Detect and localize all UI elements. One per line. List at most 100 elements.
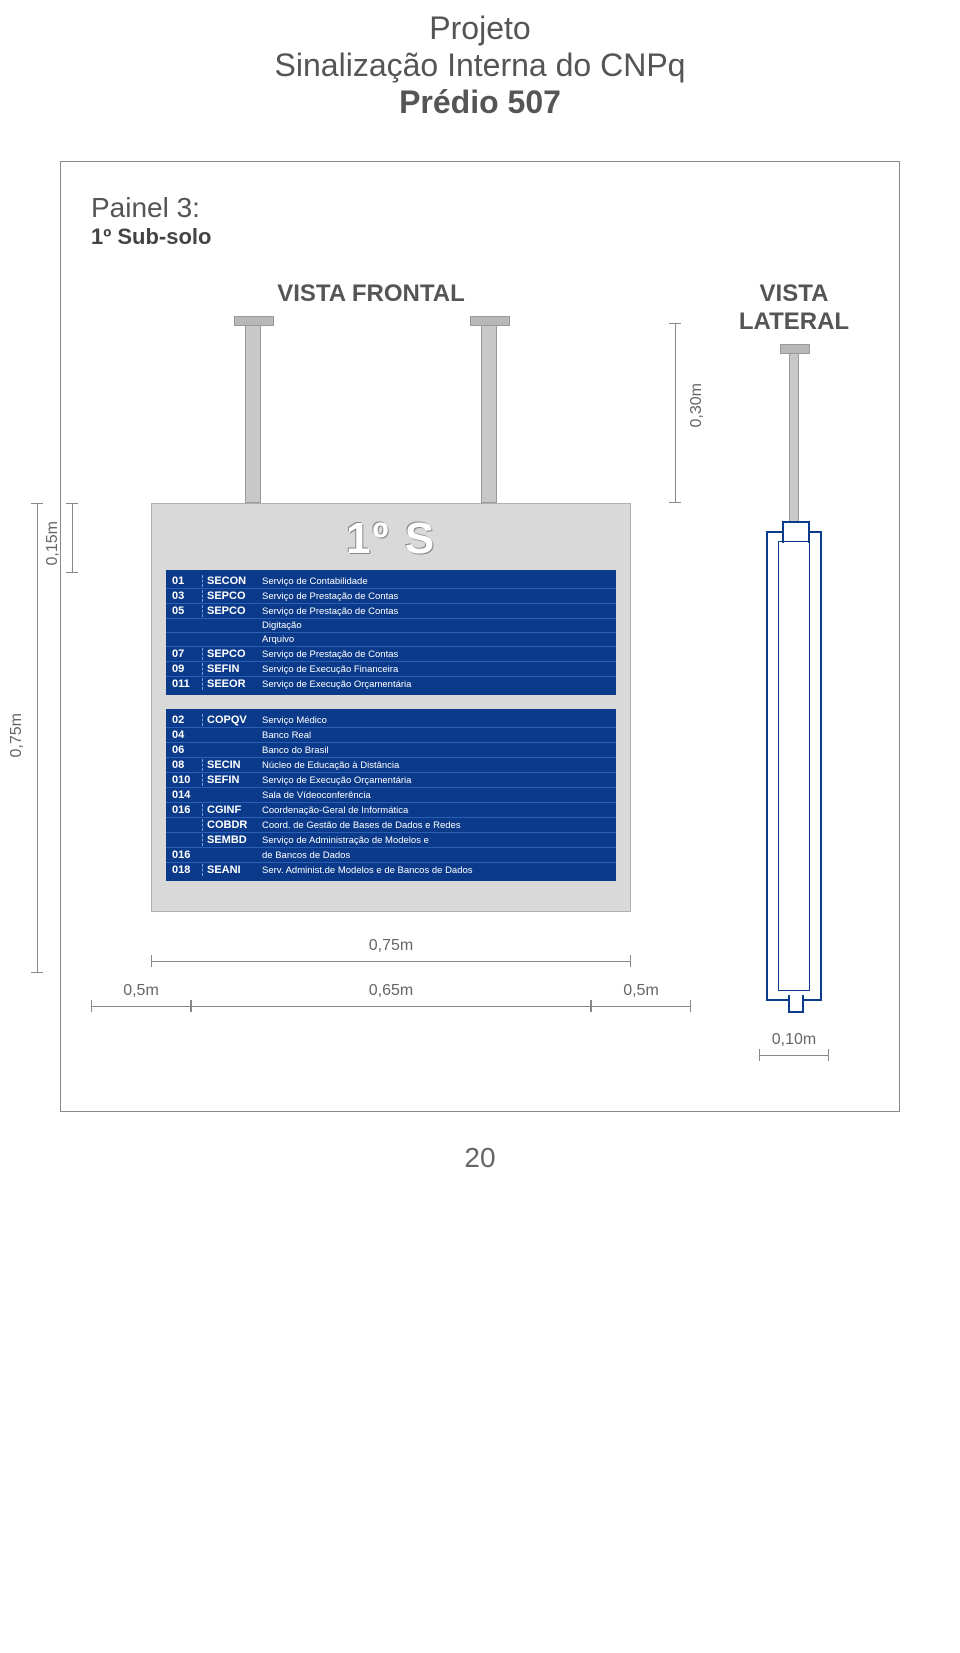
plaque-row: 011SEEORServiço de Execução Orçamentária [166,676,616,691]
plaque-row: 09SEFINServiço de Execução Financeira [166,661,616,676]
plaque-num: 04 [172,729,202,741]
panel-label: Painel 3: [91,192,869,224]
plaque-code: SEPCO [202,605,258,617]
plaque-num: 09 [172,663,202,675]
plaque-row: 07SEPCOServiço de Prestação de Contas [166,646,616,661]
lateral-slot-top [782,521,810,543]
plaque-code: SEMBD [202,834,258,846]
lateral-view: VISTA LATERAL 0,10m [719,280,869,1061]
plaque-code: COPQV [202,714,258,726]
dim-margin-left: 0,5m [91,982,191,1012]
dim-board-height [31,503,43,973]
plaque-desc: Digitação [258,620,610,631]
dim-margin-right: 0,5m [591,982,691,1012]
plaque-desc: Serviço Médico [258,715,610,726]
plaque-desc: Coordenação-Geral de Informática [258,805,610,816]
hanger-left [245,323,261,503]
plaque-num: 018 [172,864,202,876]
lateral-board [766,531,822,1001]
plaque-code: SEANI [202,864,258,876]
plaque-desc: Serviço de Execução Financeira [258,664,610,675]
dim-inner-width-label: 0,65m [369,982,413,1000]
plaque-num: 016 [172,849,202,861]
plaque-desc: de Bancos de Dados [258,850,610,861]
plaque-desc: Núcleo de Educação à Distância [258,760,610,771]
plaque-group-2: 02COPQVServiço Médico 04 Banco Real06Banco… [166,709,616,881]
plaque-row: 01SECONServiço de Contabilidade [166,574,616,588]
plaque-row: Arquivo [166,632,616,646]
plaque-num: 011 [172,678,202,690]
hanger-cap [234,316,274,326]
plaque-num: 06 [172,744,202,756]
plaque-row: 018SEANIServ. Administ.de Modelos e de B… [166,862,616,877]
plaque-row: 014Sala de Vídeoconferência [166,787,616,802]
views-row: VISTA FRONTAL 0,30m [91,280,869,1061]
title-block: Projeto Sinalização Interna do CNPq Préd… [0,10,960,121]
plaque-num: 08 [172,759,202,771]
plaque-row: 03SEPCOServiço de Prestação de Contas [166,588,616,603]
plaque-code: CGINF [202,804,258,816]
hanger-row: 0,30m [91,323,651,503]
plaque-desc: Arquivo [258,634,610,645]
lateral-inner [778,541,810,991]
plaque-desc: Serviço de Execução Orçamentária [258,679,610,690]
plaque-row: 04 Banco Real [166,727,616,742]
plaque-num: 014 [172,789,202,801]
plaque-row: 05SEPCOServiço de Prestação de Contas [166,603,616,618]
plaque-row: 02COPQVServiço Médico [166,713,616,727]
plaque-num: 016 [172,804,202,816]
plaque-num: 01 [172,575,202,587]
page: Projeto Sinalização Interna do CNPq Préd… [0,0,960,1214]
lateral-stack [719,351,869,1001]
sign-title: 1º S [166,514,616,564]
plaque-code: SEPCO [202,648,258,660]
title-line-1: Projeto [0,10,960,47]
plaque-code: SEFIN [202,774,258,786]
plaque-row: 010SEFINServiço de Execução Orçamentária [166,772,616,787]
hanger-cap [470,316,510,326]
plaque-code: SEEOR [202,678,258,690]
plaque-num: 03 [172,590,202,602]
dim-title-band [66,503,78,573]
plaque-code: SECON [202,575,258,587]
bottom-dims: 0,75m 0,5m 0,65m 0,5 [91,922,651,1042]
plaque-row: 016 de Bancos de Dados [166,847,616,862]
plaque-desc: Serviço de Prestação de Contas [258,591,610,602]
lateral-cap [780,344,810,354]
plaque-code: COBDR [202,819,258,831]
plaque-desc: Serviço de Execução Orçamentária [258,775,610,786]
vista-frontal-label: VISTA FRONTAL [91,280,651,308]
plaque-desc: Coord. de Gestão de Bases de Dados e Red… [258,820,610,831]
lateral-hanger [789,351,799,531]
plaque-row: 08SECINNúcleo de Educação à Distância [166,757,616,772]
plaque-desc: Serviço de Administração de Modelos e [258,835,610,846]
dim-inner-width: 0,65m [191,982,591,1012]
plaque-desc: Banco Real [258,730,610,741]
dim-margin-left-label: 0,5m [123,982,159,1000]
lateral-slot-bot [788,995,804,1013]
plaque-desc: Serviço de Prestação de Contas [258,606,610,617]
plaque-num: 02 [172,714,202,726]
frontal-view: VISTA FRONTAL 0,30m [91,280,651,1042]
panel-sub: 1º Sub-solo [91,224,869,250]
dim-lateral-width: 0,10m [759,1031,829,1061]
plaque-group-1: 01SECONServiço de Contabilidade03SEPCOSe… [166,570,616,695]
plaque-num: 07 [172,648,202,660]
dim-board-height-label: 0,75m [8,713,26,757]
vista-lateral-label: VISTA LATERAL [719,280,869,336]
plaque-row: 06Banco do Brasil [166,742,616,757]
plaque-code: SEFIN [202,663,258,675]
dim-margin-right-label: 0,5m [623,982,659,1000]
plaque-row: 016CGINFCoordenação-Geral de Informática [166,802,616,817]
plaque-row: Digitação [166,618,616,632]
sign-board: 1º S 01SECONServiço de Contabilidade03SE… [151,503,631,912]
dim-board-width-label: 0,75m [369,937,413,955]
plaque-code: SECIN [202,759,258,771]
plaque-desc: Serviço de Prestação de Contas [258,649,610,660]
plaque-num: 010 [172,774,202,786]
dim-title-band-label: 0,15m [44,521,62,565]
plaque-row: SEMBDServiço de Administração de Modelos… [166,832,616,847]
dim-hanger-height-label: 0,30m [688,383,706,427]
plaque-code: SEPCO [202,590,258,602]
title-line-3: Prédio 507 [0,84,960,121]
